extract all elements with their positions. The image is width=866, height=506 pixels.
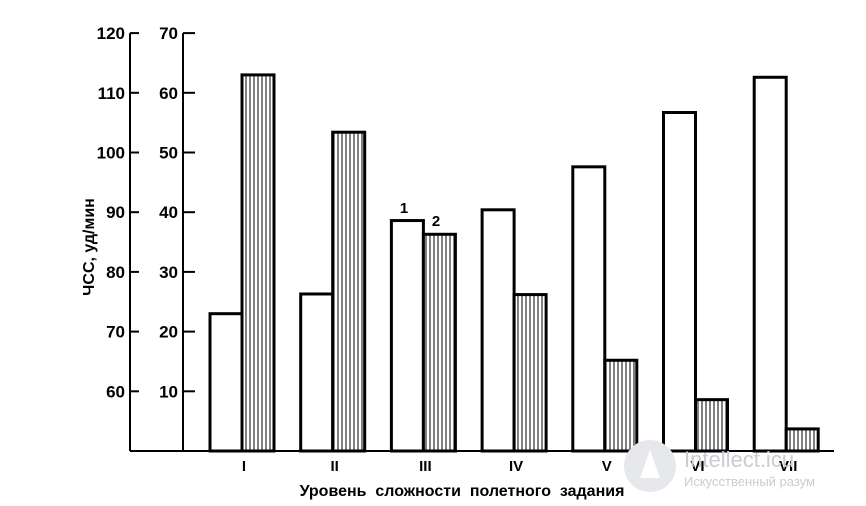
bar-group-I	[208, 73, 276, 453]
category-label: II	[331, 458, 339, 475]
left-tick-label: 110	[98, 84, 125, 103]
bar-series-2	[603, 358, 639, 453]
bar-series-2	[421, 232, 457, 453]
left-tick-label: 90	[106, 203, 125, 222]
bar-series-1	[208, 312, 244, 453]
bar-series-1	[480, 208, 516, 453]
bar-series-1	[389, 219, 425, 453]
x-axis-title: Уровень сложности полетного задания	[300, 483, 625, 500]
bar-series-1	[662, 111, 697, 453]
left-tick-label: 120	[97, 24, 125, 43]
series-2-label: 2	[432, 213, 440, 230]
watermark-logo-mark	[640, 450, 660, 478]
right-y-axis: 10 20 30 40 50 60 70	[159, 24, 195, 451]
watermark-title: Intellect.icu	[684, 447, 794, 472]
right-tick-label: 40	[159, 203, 178, 222]
right-tick-label: 10	[159, 382, 178, 401]
bar-series-1	[752, 75, 788, 453]
y-axis-title: ЧСС, уд/мин	[81, 198, 98, 296]
bar-series-2	[784, 427, 820, 453]
left-tick-label: 80	[106, 263, 125, 282]
left-tick-label: 100	[97, 144, 125, 163]
category-label: V	[602, 458, 612, 475]
right-tick-label: 50	[159, 144, 178, 163]
bar-group-V	[571, 165, 639, 453]
category-labels: I II III IV V VI VII	[242, 458, 797, 475]
bar-series-2	[512, 293, 548, 453]
category-label: IV	[509, 458, 523, 475]
watermark-subtitle: Искусственный разум	[684, 474, 815, 489]
right-tick-label: 20	[159, 323, 178, 342]
category-label: I	[242, 458, 246, 475]
right-tick-label: 30	[159, 263, 178, 282]
left-tick-label: 70	[106, 323, 125, 342]
right-tick-label: 70	[159, 24, 178, 43]
left-tick-label: 60	[106, 382, 125, 401]
watermark: Intellect.icu Искусственный разум	[624, 440, 815, 492]
bar-series-1	[299, 292, 335, 453]
bar-group-VII	[752, 75, 820, 453]
bars	[208, 73, 820, 453]
right-tick-label: 60	[159, 84, 178, 103]
bar-group-III	[389, 219, 457, 453]
bar-series-2	[240, 73, 276, 453]
bar-series-1	[571, 165, 607, 453]
bar-series-2	[331, 130, 367, 453]
category-label: VII	[779, 458, 797, 475]
category-label: VI	[690, 458, 704, 475]
bar-group-IV	[480, 208, 548, 453]
bar-group-VI	[662, 111, 729, 453]
bar-group-II	[299, 130, 367, 453]
series-1-label: 1	[400, 200, 408, 217]
category-label: III	[419, 458, 432, 475]
bar-series-2	[694, 398, 729, 453]
